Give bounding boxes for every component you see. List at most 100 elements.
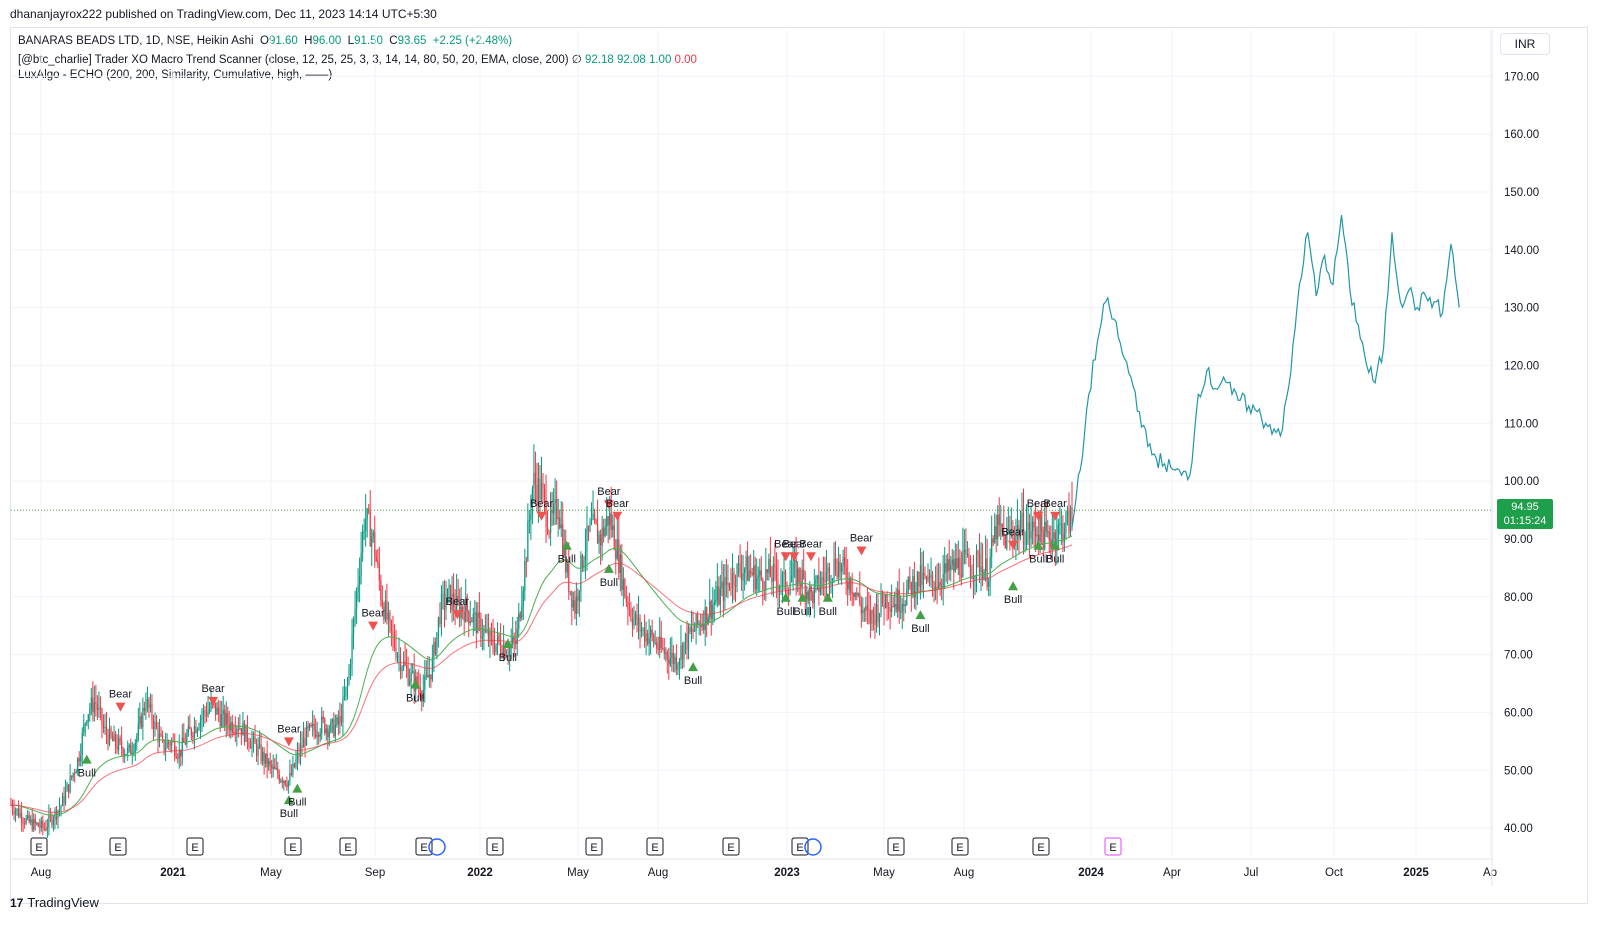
- candle-body: [774, 563, 776, 568]
- candle-body: [130, 744, 132, 755]
- candle-body: [724, 577, 726, 601]
- candle-body: [360, 552, 362, 577]
- bull-signal-label: Bull: [911, 623, 929, 635]
- candle-body: [509, 647, 511, 657]
- candle-body: [119, 738, 121, 741]
- candle-body: [734, 585, 737, 587]
- candle-body: [433, 642, 435, 658]
- candle-body: [801, 569, 803, 587]
- candle-body: [683, 642, 685, 660]
- x-tick-label: Aug: [954, 867, 974, 879]
- candle-body: [392, 631, 394, 636]
- bear-signal-label: Bear: [361, 608, 385, 620]
- indicator-legend-echo[interactable]: LuxAlgo - ECHO (200, 200, Similarity, Cu…: [18, 69, 332, 81]
- candle-body: [569, 591, 571, 593]
- candle-body: [454, 607, 456, 612]
- candle-body: [192, 735, 194, 738]
- bull-signal-label: Bull: [819, 606, 837, 618]
- candle-body: [768, 559, 770, 573]
- bear-signal-label: Bear: [799, 538, 823, 550]
- candle-body: [824, 579, 826, 582]
- candle-body: [615, 550, 617, 559]
- candle-body: [845, 567, 847, 582]
- candle-body: [490, 631, 493, 637]
- candle-body: [727, 582, 729, 585]
- candle-body: [951, 559, 953, 565]
- candle-body: [390, 620, 393, 632]
- candle-body: [83, 724, 85, 733]
- candle-body: [84, 723, 86, 725]
- candle-body: [1021, 512, 1023, 528]
- candle-body: [315, 730, 317, 737]
- candle-body: [42, 820, 44, 828]
- candle-body: [380, 580, 382, 600]
- candle-body: [472, 614, 474, 623]
- candle-body: [786, 591, 788, 593]
- currency-button[interactable]: INR: [1500, 33, 1550, 55]
- candle-body: [754, 565, 756, 590]
- candle-body: [819, 587, 821, 593]
- symbol-legend[interactable]: BANARAS BEADS LTD, 1D, NSE, Heikin Ashi …: [18, 35, 512, 47]
- candle-body: [827, 567, 829, 573]
- candle-body: [307, 725, 309, 729]
- x-tick-label: May: [567, 867, 589, 879]
- candle-body: [268, 761, 270, 767]
- candle-body: [125, 754, 127, 756]
- candle-body: [642, 628, 644, 631]
- candle-body: [877, 604, 879, 623]
- candle-body: [78, 758, 80, 762]
- candle-body: [690, 628, 693, 633]
- candle-body: [609, 513, 611, 526]
- candle-body: [357, 584, 359, 592]
- candle-body: [956, 558, 958, 568]
- candle-body: [468, 611, 470, 624]
- footer-brand[interactable]: 17 TradingView: [10, 895, 99, 910]
- bar-countdown: 01:15:24: [1503, 515, 1547, 527]
- x-tick-label: 2022: [467, 867, 493, 879]
- candle-body: [924, 572, 926, 576]
- earnings-marker-box: [486, 837, 504, 856]
- candle-body: [744, 569, 746, 573]
- candle-body: [499, 640, 502, 652]
- candle-body: [719, 588, 721, 605]
- candle-body: [187, 726, 189, 736]
- close-label: C: [389, 35, 398, 47]
- indicator-legend-trader-xo[interactable]: [@btc_charlie] Trader XO Macro Trend Sca…: [18, 52, 697, 66]
- candle-body: [772, 563, 775, 583]
- low-value: 91.50: [354, 35, 383, 47]
- bull-signal-marker: [1050, 540, 1061, 550]
- candle-body: [666, 652, 668, 660]
- bull-signal-marker: [1008, 581, 1019, 591]
- candle-body: [1028, 522, 1031, 539]
- candle-body: [183, 737, 185, 743]
- candle-body: [1015, 532, 1017, 544]
- candle-body: [868, 609, 870, 611]
- candle-body: [693, 630, 696, 632]
- candle-body: [994, 526, 996, 543]
- candle-body: [806, 591, 808, 600]
- candle-body: [563, 544, 565, 556]
- bear-signal-label: Bear: [597, 486, 621, 498]
- candle-body: [747, 556, 749, 581]
- candle-body: [850, 577, 852, 593]
- candle-body: [184, 742, 186, 745]
- last-price-tag: 94.95 01:15:24: [1497, 499, 1553, 529]
- candle-body: [518, 613, 520, 629]
- candle-body: [748, 570, 750, 581]
- earnings-marker: E: [722, 837, 740, 856]
- candle-body: [1035, 527, 1037, 537]
- candle-body: [146, 699, 149, 709]
- candle-body: [830, 582, 832, 585]
- candle-body: [725, 577, 728, 585]
- candle-body: [1024, 543, 1026, 545]
- candle-body: [243, 722, 246, 742]
- candle-body: [503, 645, 505, 657]
- candle-body: [859, 593, 861, 604]
- candle-body: [722, 581, 724, 601]
- candle-body: [478, 612, 480, 618]
- candle-body: [789, 582, 791, 594]
- candle-body: [562, 524, 564, 556]
- candle-body: [374, 532, 376, 557]
- x-tick-label: 2021: [160, 867, 186, 879]
